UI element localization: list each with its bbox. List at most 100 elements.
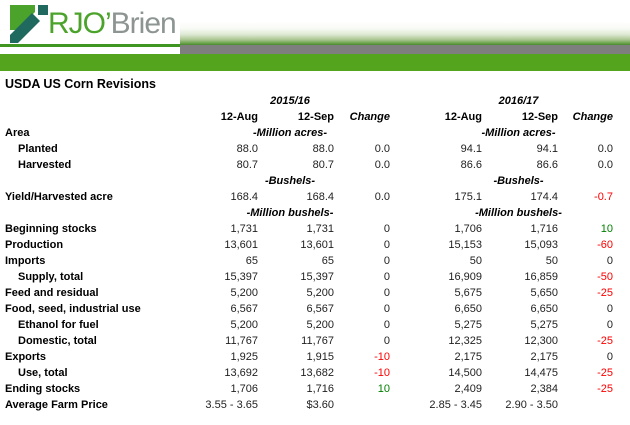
unit-row: -Bushels- -Bushels- <box>0 173 630 189</box>
value-cell-sep-1: 1,915 <box>306 351 334 363</box>
value-cell-sep-2: 2,175 <box>530 351 558 363</box>
change-cell-2 <box>558 397 613 413</box>
value-cell-aug-1: 1,731 <box>230 223 258 235</box>
table-row: Supply, total 15,397 15,397 0 16,909 16,… <box>0 269 630 285</box>
value-cell-sep-2: 6,650 <box>530 303 558 315</box>
row-label: Beginning stocks <box>5 223 97 235</box>
change-cell-1: 0 <box>383 303 390 315</box>
value-cell-sep-2: 94.1 <box>536 143 558 155</box>
value-cell-sep-1: 88.0 <box>312 143 334 155</box>
change-cell-1: 0 <box>383 255 390 267</box>
change-cell-1: 0 <box>383 335 390 347</box>
corn-revisions-table: 2015/16 2016/17 12-Aug 12-Sep Change 12-… <box>0 93 630 413</box>
value-cell-aug-2: 5,675 <box>454 287 482 299</box>
table-body: Area -Million acres- -Million acres- Pla… <box>0 125 630 413</box>
table-row: Feed and residual 5,200 5,200 0 5,675 5,… <box>0 285 630 301</box>
row-label: Average Farm Price <box>5 399 108 411</box>
page-title: USDA US Corn Revisions <box>5 77 156 91</box>
change-cell-1: 0.0 <box>374 159 390 171</box>
row-label: Imports <box>5 255 46 267</box>
value-cell-aug-1: 11,767 <box>225 335 258 347</box>
value-cell-sep-2: 14,475 <box>524 367 558 379</box>
unit-label-1: -Million bushels- <box>246 207 334 219</box>
row-label: Planted <box>18 143 58 155</box>
change-cell-1: 0.0 <box>374 143 390 155</box>
value-cell-aug-2: 6,650 <box>454 303 482 315</box>
change-cell-1: -10 <box>374 367 390 379</box>
row-label: Supply, total <box>18 271 84 283</box>
unit-label-1: -Bushels- <box>264 175 316 187</box>
change-cell-2: 0 <box>606 303 613 315</box>
change-cell-2: 0 <box>606 319 613 331</box>
change-cell-1: 0 <box>383 239 390 251</box>
change-cell-1: 0.0 <box>374 191 390 203</box>
value-cell-aug-1: 3.55 - 3.65 <box>205 399 258 411</box>
value-cell-aug-1: 1,706 <box>230 383 258 395</box>
value-cell-sep-1: 1,731 <box>306 223 334 235</box>
unit-label-2: -Bushels- <box>493 175 544 187</box>
value-cell-aug-2: 86.6 <box>460 159 482 171</box>
value-cell-sep-1: 80.7 <box>312 159 334 171</box>
value-cell-aug-2: 15,153 <box>448 239 482 251</box>
table-row: Exports 1,925 1,915 -10 2,175 2,175 0 <box>0 349 630 365</box>
col-header-sep-1: 12-Sep <box>297 111 334 123</box>
logo-underline <box>0 44 180 47</box>
column-header-row: 12-Aug 12-Sep Change 12-Aug 12-Sep Chang… <box>0 109 630 125</box>
value-cell-aug-2: 175.1 <box>454 191 482 203</box>
table-row: Ending stocks 1,706 1,716 10 2,409 2,384… <box>0 381 630 397</box>
value-cell-sep-2: 2.90 - 3.50 <box>505 399 558 411</box>
table-row: Use, total 13,692 13,682 -10 14,500 14,4… <box>0 365 630 381</box>
row-label: Ending stocks <box>5 383 81 395</box>
value-cell-sep-1: 6,567 <box>306 303 334 315</box>
value-cell-aug-1: 65 <box>245 255 258 267</box>
value-cell-aug-1: 13,601 <box>224 239 258 251</box>
table-row: Beginning stocks 1,731 1,731 0 1,706 1,7… <box>0 221 630 237</box>
change-cell-2: 0.0 <box>597 159 613 171</box>
table-row: Average Farm Price 3.55 - 3.65 $3.60 2.8… <box>0 397 630 413</box>
value-cell-sep-2: 174.4 <box>530 191 558 203</box>
row-label: Ethanol for fuel <box>18 319 99 331</box>
year-group-2015-16: 2015/16 <box>270 95 310 107</box>
value-cell-sep-2: 12,300 <box>524 335 558 347</box>
brand-wordmark-gray: Brien <box>110 7 177 40</box>
value-cell-sep-1: 11,767 <box>301 335 334 347</box>
row-label: Production <box>5 239 64 251</box>
change-cell-2: -25 <box>597 367 613 379</box>
change-cell-1: -10 <box>374 351 390 363</box>
value-cell-sep-2: 5,275 <box>530 319 558 331</box>
value-cell-aug-2: 5,275 <box>454 319 482 331</box>
value-cell-aug-1: 168.4 <box>230 191 258 203</box>
value-cell-aug-2: 2,409 <box>454 383 482 395</box>
table-row: Imports 65 65 0 50 50 0 <box>0 253 630 269</box>
value-cell-sep-2: 2,384 <box>530 383 558 395</box>
value-cell-sep-1: 15,397 <box>300 271 334 283</box>
row-label: Use, total <box>18 367 68 379</box>
value-cell-sep-2: 50 <box>545 255 558 267</box>
value-cell-sep-2: 86.6 <box>536 159 558 171</box>
value-cell-aug-1: 1,925 <box>230 351 258 363</box>
value-cell-aug-1: 13,692 <box>224 367 258 379</box>
change-cell-2: 0 <box>606 351 613 363</box>
value-cell-aug-1: 6,567 <box>230 303 258 315</box>
col-header-change-2: Change <box>572 111 613 123</box>
change-cell-2: -25 <box>597 383 613 395</box>
change-cell-2: -25 <box>597 287 613 299</box>
table-row: Ethanol for fuel 5,200 5,200 0 5,275 5,2… <box>0 317 630 333</box>
value-cell-sep-1: 13,682 <box>300 367 334 379</box>
unit-label-2: -Million bushels- <box>475 207 562 219</box>
value-cell-sep-1: 1,716 <box>306 383 334 395</box>
col-header-aug-2: 12-Aug <box>444 111 482 123</box>
value-cell-aug-2: 2.85 - 3.45 <box>429 399 482 411</box>
value-cell-sep-1: 5,200 <box>306 319 334 331</box>
value-cell-sep-2: 5,650 <box>530 287 558 299</box>
value-cell-sep-2: 16,859 <box>524 271 558 283</box>
table-row: Planted 88.0 88.0 0.0 94.1 94.1 0.0 <box>0 141 630 157</box>
table-row: Food, seed, industrial use 6,567 6,567 0… <box>0 301 630 317</box>
change-cell-1: 0 <box>383 271 390 283</box>
value-cell-aug-1: 15,397 <box>224 271 258 283</box>
col-header-aug-1: 12-Aug <box>220 111 258 123</box>
value-cell-aug-2: 1,706 <box>454 223 482 235</box>
value-cell-sep-1: 13,601 <box>300 239 334 251</box>
row-label <box>0 173 190 189</box>
